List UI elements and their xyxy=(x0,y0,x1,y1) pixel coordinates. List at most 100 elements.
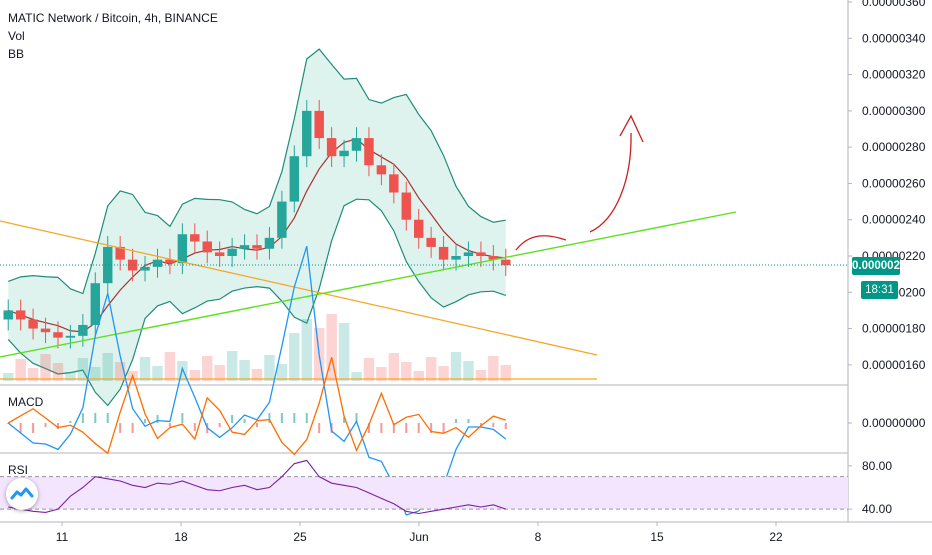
volume-bar xyxy=(289,333,300,381)
candle-body xyxy=(165,259,175,264)
volume-bar xyxy=(52,363,64,381)
volume-bar xyxy=(363,358,375,381)
candle-body xyxy=(53,332,63,338)
macd-histogram-bar xyxy=(256,423,258,427)
candle-body xyxy=(326,138,337,157)
macd-histogram-bar xyxy=(193,423,196,431)
candle-body xyxy=(364,138,374,166)
candle-body xyxy=(103,246,113,284)
volume-bar xyxy=(338,323,350,381)
macd-histogram-bar xyxy=(231,415,234,423)
macd-histogram-bar xyxy=(479,423,482,427)
candle-body xyxy=(65,335,76,338)
macd-label[interactable]: MACD xyxy=(8,395,44,409)
macd-histogram-bar xyxy=(181,413,184,423)
price-tick-label: 0.00000180 xyxy=(862,322,926,336)
volume-bar xyxy=(139,357,151,381)
last-price-badge: 0.00000215 xyxy=(852,257,913,275)
candle-body xyxy=(463,252,474,256)
candle-body xyxy=(78,324,88,336)
macd-histogram-bar xyxy=(305,413,308,423)
volume-bar xyxy=(425,357,437,381)
volume-bar xyxy=(500,365,511,381)
bb-upper-band xyxy=(8,48,506,295)
candle-body xyxy=(15,310,26,320)
volume-bar xyxy=(3,373,14,381)
macd-histogram-bar xyxy=(280,413,283,423)
volume-bar xyxy=(114,362,126,381)
macd-histogram-bar xyxy=(56,423,59,429)
candle-body xyxy=(115,246,125,260)
volume-bar xyxy=(438,366,449,381)
macd-histogram-bar xyxy=(380,423,383,433)
candle-body xyxy=(438,246,449,260)
candle-body xyxy=(401,192,411,220)
rsi-tick-label: 40.00 xyxy=(862,502,892,516)
volume-bar xyxy=(401,362,412,381)
price-tick-label: 0.00000340 xyxy=(862,31,926,45)
price-tick-label: 0.00000300 xyxy=(862,104,926,118)
candle-body xyxy=(90,283,101,325)
macd-histogram-bar xyxy=(19,423,22,433)
candle-body xyxy=(277,201,287,238)
support-trendline xyxy=(0,211,737,358)
macd-histogram-bar xyxy=(268,413,271,423)
macd-histogram-bar xyxy=(32,423,35,433)
volume-bar xyxy=(463,361,474,381)
volume-bar xyxy=(214,365,225,381)
macd-histogram-bar xyxy=(367,423,370,433)
time-tick-label: 22 xyxy=(769,530,783,544)
volume-bar xyxy=(450,352,462,381)
tradingview-logo[interactable] xyxy=(6,478,38,510)
macd-histogram-bar xyxy=(144,419,147,423)
macd-histogram-bar xyxy=(119,423,122,433)
time-tick-label: 25 xyxy=(293,530,307,544)
bb-fill xyxy=(8,49,506,406)
candle-body xyxy=(227,248,237,256)
drawn-curve-1 xyxy=(515,235,567,251)
volume-bar xyxy=(413,371,424,381)
signal-line xyxy=(7,357,506,456)
candle-body xyxy=(190,234,200,242)
macd-histogram-bar xyxy=(392,423,395,433)
candle-body xyxy=(376,165,387,175)
time-tick-label: 8 xyxy=(535,530,542,544)
macd-histogram-bar xyxy=(343,417,346,423)
volume-bar xyxy=(475,370,487,381)
candle-body xyxy=(252,245,262,249)
macd-histogram-bar xyxy=(69,421,72,423)
macd-histogram-bar xyxy=(106,413,109,423)
volume-bar xyxy=(251,369,263,381)
volume-bar xyxy=(40,354,51,381)
chart-title: MATIC Network / Bitcoin, 4h, BINANCE xyxy=(8,11,218,25)
volume-bar xyxy=(152,366,163,381)
volume-bar xyxy=(388,353,400,381)
price-tick-label: 0.00000240 xyxy=(862,213,926,227)
volume-bar xyxy=(239,360,250,381)
candle-body xyxy=(389,174,399,193)
macd-histogram-bar xyxy=(430,423,433,433)
legend-bb[interactable]: BB xyxy=(8,47,25,61)
candle-body xyxy=(177,234,188,264)
bb-lower-band xyxy=(7,198,506,407)
macd-histogram-bar xyxy=(504,423,507,429)
volume-bar xyxy=(276,364,288,381)
logo-icon xyxy=(10,487,34,500)
volume-bar xyxy=(189,370,201,381)
price-tick-label: 0.00000160 xyxy=(862,358,926,372)
drawn-arrowhead xyxy=(619,114,644,143)
rsi-label[interactable]: RSI xyxy=(8,463,29,477)
macd-histogram-bar xyxy=(94,413,97,423)
macd-histogram-bar xyxy=(81,413,84,423)
rsi-tick-label: 80.00 xyxy=(862,459,892,473)
candle-body xyxy=(289,156,300,202)
candle-body xyxy=(152,259,163,267)
time-tick-label: Jun xyxy=(409,530,428,544)
macd-histogram-bar xyxy=(44,423,47,427)
candle-body xyxy=(3,310,13,320)
candle-body xyxy=(501,259,511,266)
macd-tick-label: 0.00000000 xyxy=(862,416,926,430)
macd-histogram-bar xyxy=(131,423,134,433)
legend-vol[interactable]: Vol xyxy=(8,29,25,43)
